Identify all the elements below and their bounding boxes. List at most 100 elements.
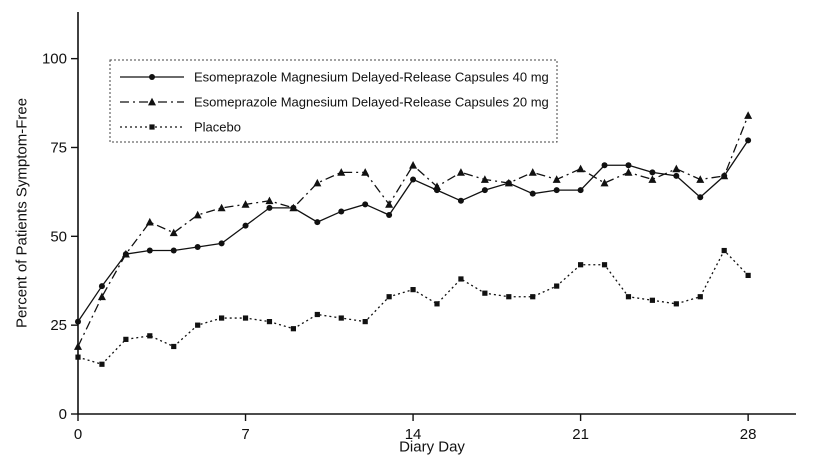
data-point (434, 301, 440, 307)
data-point (529, 190, 536, 197)
data-point (649, 297, 655, 303)
data-point (241, 200, 250, 208)
data-point (145, 217, 154, 226)
data-point (506, 294, 512, 300)
y-axis-title: Percent of Patients Symptom-Free (13, 97, 31, 329)
data-point (98, 283, 105, 290)
data-point (457, 197, 464, 204)
data-point (361, 168, 370, 176)
series-line (77, 115, 749, 347)
data-point (195, 322, 201, 328)
data-point (121, 249, 130, 258)
legend-label: Esomeprazole Magnesium Delayed-Release C… (194, 95, 549, 110)
data-point (123, 336, 129, 342)
data-point (672, 164, 681, 173)
data-point (625, 294, 632, 300)
data-point (504, 178, 513, 187)
data-point (242, 222, 249, 229)
data-point (266, 204, 273, 211)
x-tick-label: 7 (241, 426, 249, 443)
data-point (721, 247, 727, 254)
data-point (410, 176, 417, 183)
data-point (456, 168, 465, 176)
data-point (146, 247, 153, 254)
data-point (480, 175, 489, 183)
data-point (552, 175, 561, 183)
series-1 (74, 111, 753, 350)
data-point (265, 196, 274, 205)
data-point (481, 187, 488, 194)
series-2 (75, 247, 751, 367)
data-point (218, 240, 225, 247)
data-point (649, 169, 656, 176)
data-point (624, 168, 633, 176)
data-point (696, 175, 705, 183)
x-axis-title: Diary Day (399, 438, 465, 456)
data-point (362, 201, 369, 208)
data-point (75, 354, 81, 360)
data-point (600, 178, 609, 187)
data-point (219, 315, 225, 321)
x-tick-label: 21 (572, 426, 589, 443)
data-point (673, 301, 679, 307)
x-tick-label: 0 (74, 426, 82, 443)
data-point (528, 168, 537, 176)
y-tick-label: 25 (50, 317, 67, 334)
data-point (170, 247, 177, 254)
data-point (313, 178, 322, 187)
data-point (385, 200, 394, 208)
data-point (433, 182, 441, 190)
axes: 0 25 50 75 100 0 7 14 21 28 (42, 12, 796, 443)
data-point (362, 319, 368, 325)
data-point (74, 342, 82, 350)
data-point (745, 137, 752, 144)
data-point (75, 318, 81, 325)
data-point (625, 162, 632, 169)
x-tick-label: 14 (405, 426, 422, 443)
data-point (97, 292, 106, 301)
y-tick-label: 75 (50, 139, 67, 156)
legend: Esomeprazole Magnesium Delayed-Release C… (109, 59, 558, 143)
data-point (673, 172, 680, 179)
data-point (314, 311, 320, 318)
data-point (217, 203, 226, 212)
data-point (409, 161, 418, 169)
data-point (530, 294, 536, 300)
data-point (193, 210, 202, 219)
x-tick-label: 28 (740, 426, 757, 443)
data-point (697, 194, 704, 201)
data-point (338, 315, 344, 321)
data-point (290, 326, 296, 332)
data-point (720, 171, 729, 180)
y-tick-label: 0 (59, 406, 67, 423)
data-point (242, 315, 249, 321)
data-point (576, 164, 585, 173)
data-point (266, 319, 273, 325)
data-point (648, 175, 657, 183)
data-point (338, 208, 345, 215)
data-point (149, 74, 155, 80)
data-point (601, 162, 608, 169)
data-point (147, 333, 153, 339)
data-point (697, 294, 703, 300)
legend-box (109, 59, 558, 143)
data-point (171, 343, 177, 350)
data-point (337, 168, 346, 176)
data-point (554, 283, 560, 289)
data-point (744, 111, 753, 119)
y-tick-label: 100 (42, 51, 67, 68)
data-point (578, 262, 584, 268)
data-point (410, 287, 416, 293)
data-point (745, 272, 751, 279)
data-point (386, 212, 393, 218)
data-point (99, 361, 105, 367)
data-point (577, 187, 584, 194)
legend-label: Esomeprazole Magnesium Delayed-Release C… (194, 70, 549, 85)
data-point (386, 294, 392, 300)
y-tick-label: 50 (50, 228, 67, 245)
legend-label: Placebo (194, 120, 241, 135)
data-point (289, 203, 298, 212)
data-point (601, 262, 608, 268)
